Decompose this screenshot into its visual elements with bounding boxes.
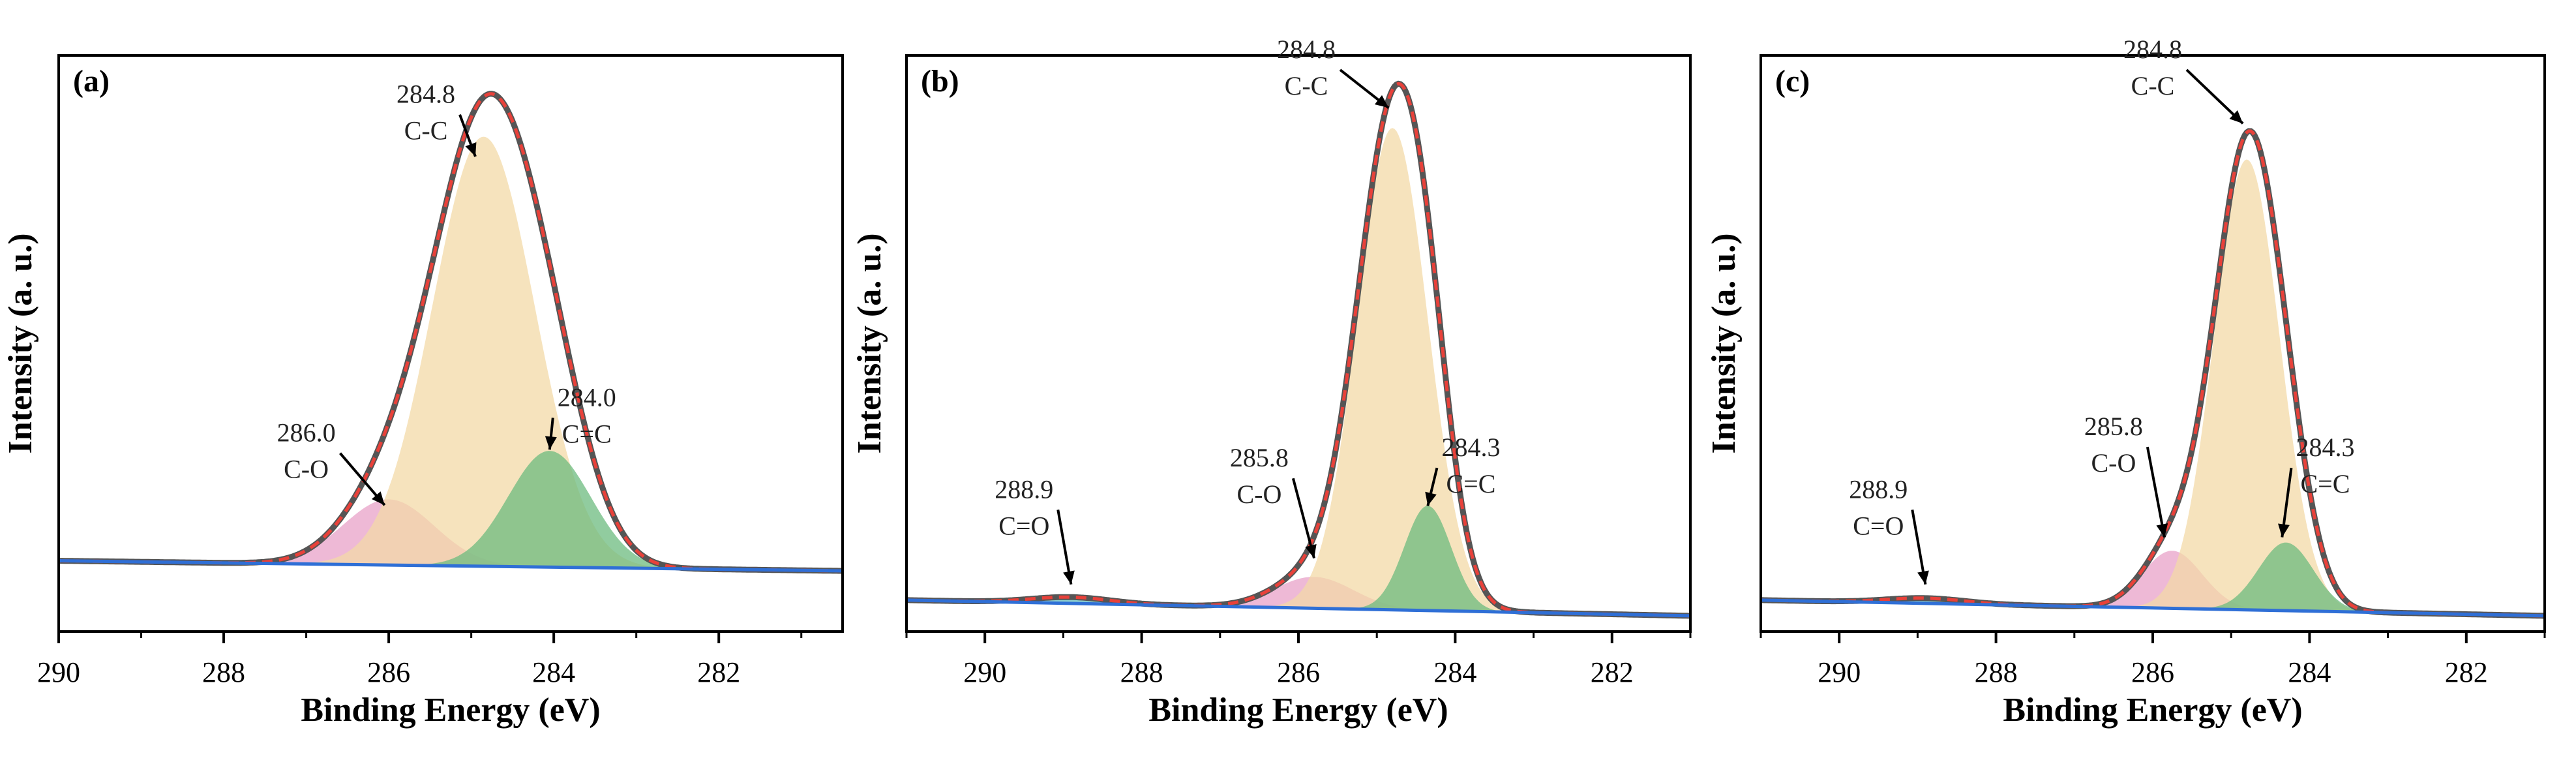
x-axis-title: Binding Energy (eV) [1148,692,1448,729]
annotation-bond: C-O [284,455,329,484]
peak-annotation-c-eq-o: 288.9 C=O [995,474,1075,585]
background-line [906,598,1690,618]
x-tick-label: 284 [2288,656,2331,688]
panel-label: (c) [1775,64,1810,99]
panel-b: 290 288 286 284 282 Binding Energy (eV) Intens… [851,35,1692,729]
annotation-value: 288.9 [995,474,1053,504]
peak-c-c [906,128,1690,616]
x-tick-label: 288 [1975,656,2018,688]
x-tick-label: 286 [1277,656,1320,688]
annotation-bond: C=C [1446,469,1495,498]
annotation-value: 285.8 [2084,412,2143,441]
annotation-arrow-head [371,491,385,506]
plot-frame [1760,54,2546,633]
peak-annotation-c-o: 285.8 C-O [2084,412,2168,538]
annotation-arrow-head [1305,543,1317,558]
peak-c-c [1761,159,2545,616]
annotation-arrow-head [1063,570,1075,585]
y-axis-title: Intensity (a. u.) [2,233,39,453]
annotation-value: 284.8 [1277,35,1336,64]
annotation-bond: C=C [2300,469,2350,498]
plot-frame [905,54,1692,633]
peak-annotation-c-o: 285.8 C-O [1230,443,1317,559]
annotation-bond: C-O [2091,448,2136,478]
peak-annotation-c-c: 284.8 C-C [397,80,477,157]
annotation-value: 284.3 [1441,433,1500,462]
annotation-arrow-head [545,436,557,450]
annotation-bond: C-C [1285,71,1328,100]
annotation-value: 286.0 [277,418,336,448]
peak-c-o [1761,551,2545,616]
annotation-bond: C=O [998,511,1049,540]
fit-line [1761,129,2545,618]
peak-c-c [59,136,843,572]
x-tick-label: 282 [2445,656,2488,688]
plot-area [1761,128,2545,619]
annotation-arrow-head [1425,491,1437,506]
peak-annotation-c-eq-c: 284.3 C=C [2278,433,2354,538]
annotation-arrow-line [1291,478,1315,559]
y-axis-title: Intensity (a. u.) [851,233,888,453]
annotation-bond: C-O [1236,480,1281,509]
x-tick-label: 284 [532,656,575,688]
peak-annotation-c-c: 284.8 C-C [1277,35,1390,109]
raw-data-line [1761,128,2545,619]
y-axis-title: Intensity (a. u.) [1705,233,1743,453]
annotation-arrow-line [2146,446,2166,538]
annotation-value: 284.0 [558,382,616,412]
x-axis-title: Binding Energy (eV) [2003,692,2302,729]
x-tick-label: 288 [1120,656,1163,688]
annotation-value: 284.8 [397,80,455,109]
plot-area [906,80,1690,619]
annotation-arrow-head [2229,110,2243,124]
annotation-value: 288.9 [1849,474,1908,504]
annotation-value: 284.8 [2123,35,2182,64]
annotation-value: 284.3 [2296,433,2354,462]
annotation-arrow-head [465,142,477,157]
panel-a: 290 288 286 284 282 Binding Energy (eV) Intens… [2,54,844,729]
peak-annotation-c-o: 286.0 C-O [277,418,386,506]
annotation-arrow-head [1917,570,1929,585]
x-tick-label: 290 [1818,656,1861,688]
plot-area [59,91,843,574]
panel-c: 290 288 286 284 282 Binding Energy (eV) Intens… [1705,35,2546,729]
annotation-bond: C-C [2131,71,2175,100]
annotation-bond: C-C [404,116,448,145]
fit-line [59,92,843,573]
annotation-arrow-head [2156,523,2168,538]
x-tick-label: 290 [963,656,1006,688]
panel-label: (b) [921,64,959,99]
annotation-value: 285.8 [1230,443,1289,472]
x-tick-label: 284 [1433,656,1476,688]
x-axis-title: Binding Energy (eV) [301,692,600,729]
x-tick-label: 290 [37,656,80,688]
annotation-bond: C=C [562,419,612,448]
background-line [1761,598,2545,618]
x-tick-label: 282 [1591,656,1634,688]
annotation-bond: C=O [1853,511,1904,540]
peak-annotation-c-eq-o: 288.9 C=O [1849,474,1929,585]
peak-annotation-c-eq-c: 284.3 C=C [1425,433,1500,506]
x-tick-label: 286 [2131,656,2174,688]
annotation-arrow-head [1374,95,1389,108]
peak-annotation-c-eq-c: 284.0 C=C [545,382,616,450]
background-line [59,559,843,573]
x-tick-label: 282 [697,656,740,688]
peak-annotation-c-c: 284.8 C-C [2123,35,2244,125]
panel-label: (a) [73,64,110,99]
x-tick-label: 286 [367,656,410,688]
annotation-arrow-head [2278,523,2290,538]
x-tick-label: 288 [202,656,245,688]
plot-frame [57,54,844,633]
